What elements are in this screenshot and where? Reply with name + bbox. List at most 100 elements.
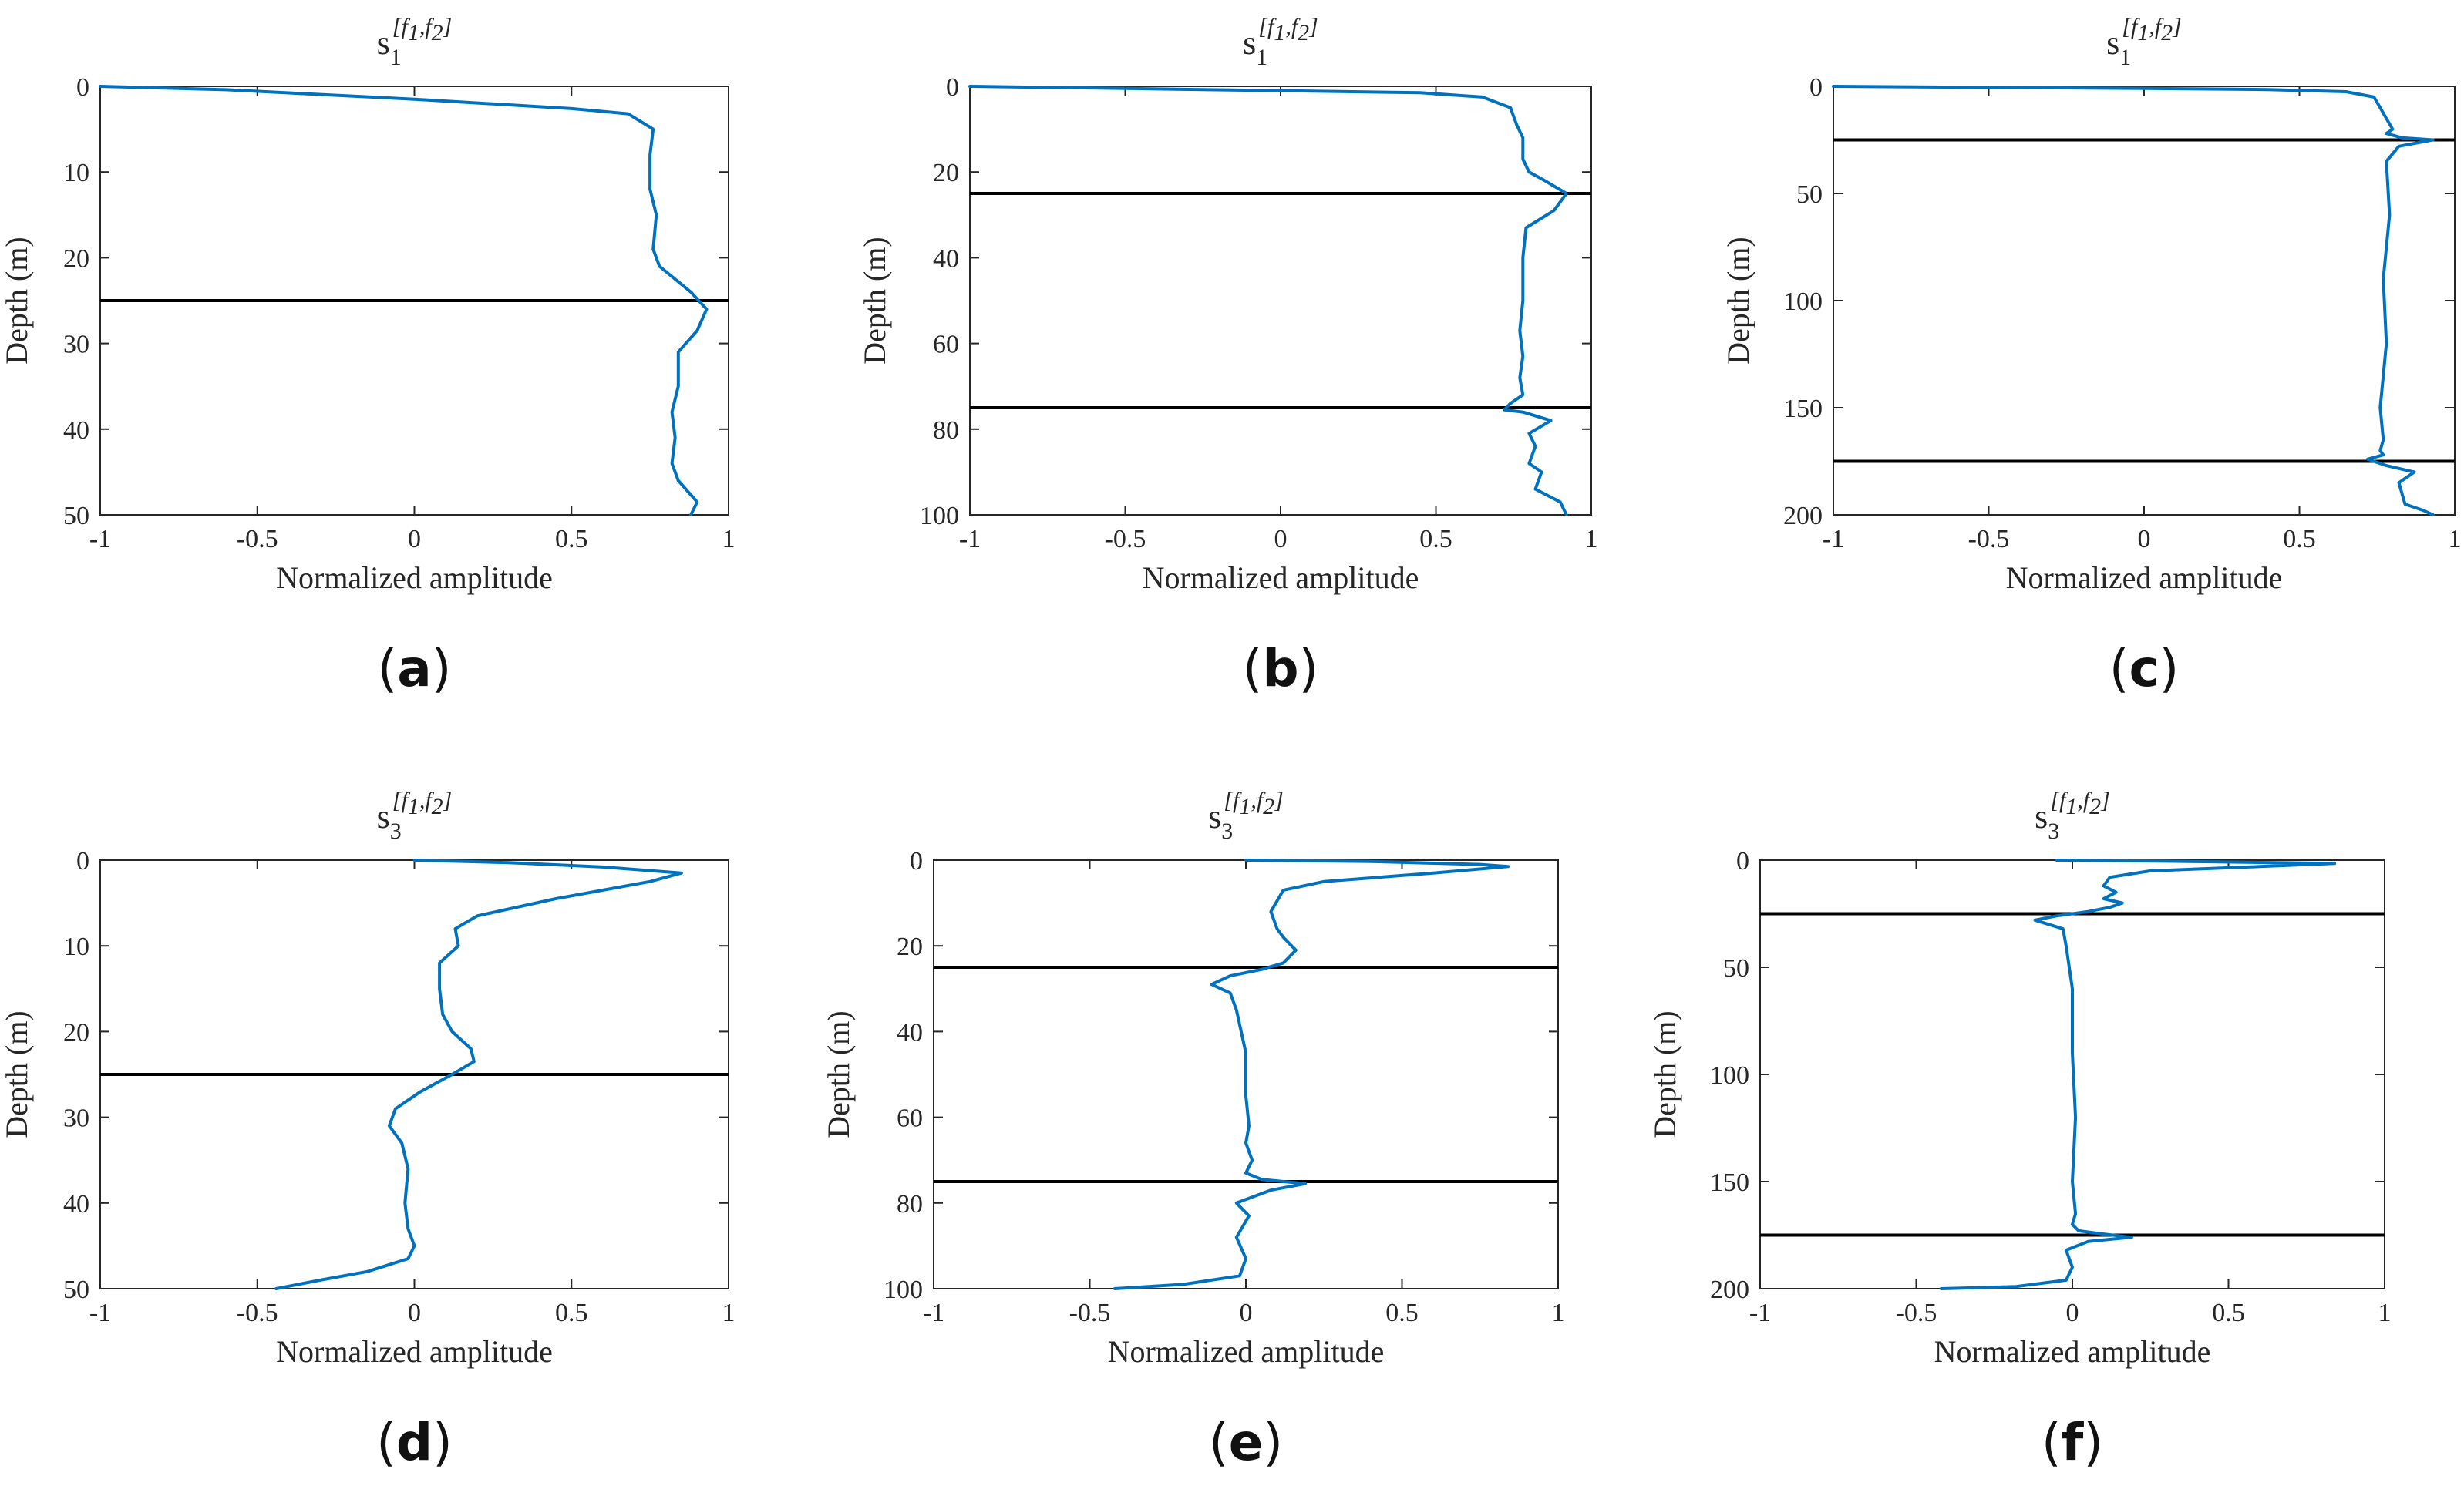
y-tick-label: 80 [897,1190,923,1219]
x-tick-label: -1 [89,1299,111,1327]
y-tick-label: 30 [63,1104,89,1133]
chart-title: s3[f1,f2] [1208,788,1284,844]
x-tick-label: 0.5 [2212,1299,2245,1327]
y-tick-label: 40 [63,1190,89,1219]
y-axis-label: Depth (m) [0,237,34,365]
x-tick-label: 0.5 [1419,525,1452,553]
y-tick-label: 40 [897,1018,923,1047]
x-axis-label: Normalized amplitude [1934,1334,2211,1369]
y-tick-label: 0 [1809,73,1823,102]
series-line-profile [1113,859,1510,1290]
y-axis-label: Depth (m) [821,1010,856,1138]
x-axis-label: Normalized amplitude [1108,1334,1385,1369]
x-tick-label: 0.5 [2283,525,2316,553]
series-line-profile [274,859,683,1290]
y-axis-label: Depth (m) [1648,1010,1682,1138]
x-tick-label: -1 [923,1299,944,1327]
y-tick-label: 50 [1723,954,1749,983]
y-tick-label: 50 [1796,180,1823,209]
x-tick-label: 0 [2138,525,2151,553]
x-tick-label: 0.5 [555,525,588,553]
x-tick-label: 1 [1585,525,1598,553]
x-tick-label: -0.5 [237,1299,278,1327]
panel-label-d: (d) [376,1413,453,1472]
x-tick-label: -1 [1749,1299,1771,1327]
chart-title: s1[f1,f2] [377,14,453,70]
y-tick-label: 50 [63,1276,89,1304]
x-tick-label: -1 [1823,525,1844,553]
y-tick-label: 50 [63,502,89,530]
x-tick-label: -1 [959,525,981,553]
y-tick-label: 100 [920,502,959,530]
y-tick-label: 100 [1783,287,1823,316]
y-tick-label: 10 [63,933,89,961]
y-tick-label: 20 [63,1018,89,1047]
y-axis-label: Depth (m) [1721,237,1755,365]
x-axis-label: Normalized amplitude [276,560,553,595]
series-line-profile [1832,85,2435,516]
x-tick-label: 1 [2449,525,2462,553]
y-tick-label: 60 [897,1104,923,1133]
x-axis-label: Normalized amplitude [276,1334,553,1369]
x-tick-label: -0.5 [237,525,278,553]
y-tick-label: 100 [1710,1061,1749,1090]
axes-box [1833,86,2456,516]
chart-panel-b: -1 -0.5 0 0.5 1 0 20 40 60 80 100 Normalized amplit… [857,14,1598,698]
y-tick-label: 10 [63,159,89,187]
x-tick-label: 1 [1552,1299,1565,1327]
x-tick-label: -1 [89,525,111,553]
chart-title: s1[f1,f2] [2106,14,2182,70]
y-tick-label: 0 [1736,847,1749,876]
x-tick-label: 0 [2066,1299,2079,1327]
y-tick-label: 30 [63,331,89,359]
panel-label-c: (c) [2109,639,2180,698]
x-tick-label: 0 [408,525,421,553]
chart-title: s3[f1,f2] [377,788,453,844]
x-tick-label: 0 [1240,1299,1253,1327]
series-line-profile [1939,859,2337,1290]
panel-label-a: (a) [377,639,451,698]
x-tick-label: 0.5 [1385,1299,1419,1327]
y-tick-label: 20 [933,159,959,187]
series-line-profile [99,85,709,516]
y-tick-label: 60 [933,331,959,359]
x-tick-label: 0 [408,1299,421,1327]
x-tick-label: 1 [2378,1299,2392,1327]
y-tick-label: 40 [933,244,959,273]
x-tick-label: 1 [722,525,735,553]
panel-label-e: (e) [1209,1413,1283,1472]
x-tick-label: -0.5 [1105,525,1146,553]
chart-panel-f: -1 -0.5 0 0.5 1 0 50 100 150 200 Normalized amplit… [1648,788,2392,1472]
y-tick-label: 0 [76,847,89,876]
chart-panel-e: -1 -0.5 0 0.5 1 0 20 40 60 80 100 Normalized amplit… [821,788,1565,1472]
x-axis-label: Normalized amplitude [2006,560,2283,595]
y-axis-label: Depth (m) [0,1010,34,1138]
y-tick-label: 80 [933,416,959,445]
y-tick-label: 20 [63,244,89,273]
chart-panel-c: -1 -0.5 0 0.5 1 0 50 100 150 200 Normalized amplit… [1721,14,2462,698]
x-axis-label: Normalized amplitude [1143,560,1419,595]
chart-title: s3[f1,f2] [2035,788,2110,844]
x-tick-label: 0.5 [555,1299,588,1327]
y-axis-label: Depth (m) [857,237,892,365]
x-tick-label: 0 [1274,525,1288,553]
x-tick-label: -0.5 [1069,1299,1111,1327]
chart-title: s1[f1,f2] [1243,14,1318,70]
x-tick-label: -0.5 [1896,1299,1937,1327]
y-tick-label: 150 [1783,395,1823,423]
y-tick-label: 200 [1783,502,1823,530]
series-line-profile [968,85,1568,516]
y-tick-label: 150 [1710,1168,1749,1197]
axes-box [969,86,1592,516]
x-tick-label: -0.5 [1968,525,2010,553]
panel-label-f: (f) [2042,1413,2103,1472]
y-tick-label: 200 [1710,1276,1749,1304]
y-tick-label: 0 [76,73,89,102]
y-tick-label: 20 [897,933,923,961]
y-tick-label: 40 [63,416,89,445]
y-tick-label: 100 [884,1276,923,1304]
y-tick-label: 0 [946,73,959,102]
